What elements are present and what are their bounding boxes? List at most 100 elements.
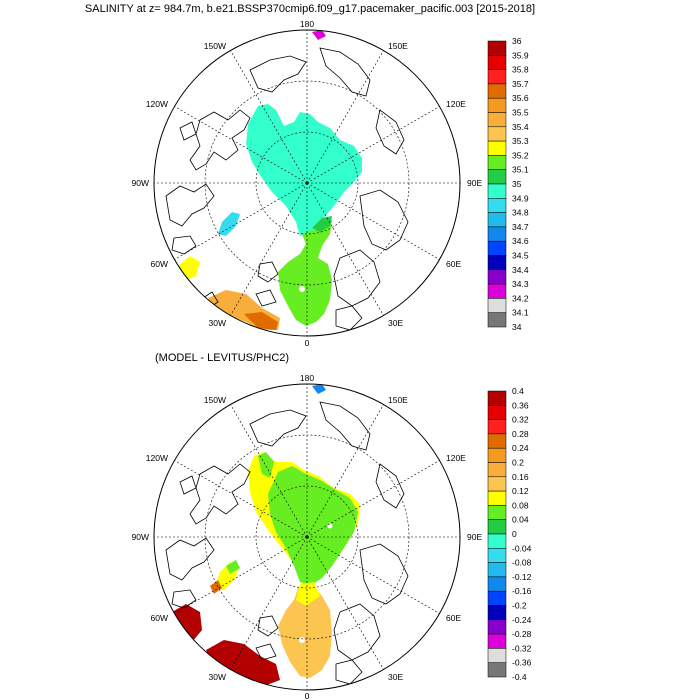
difference-colorbar-swatch bbox=[487, 462, 507, 478]
nordic-seas-salinity-region bbox=[278, 218, 332, 326]
difference-colorbar-tick-label: 0.04 bbox=[512, 515, 529, 525]
difference-colorbar-tick-label: 0.36 bbox=[512, 400, 529, 410]
arctic-difference-green-region bbox=[268, 466, 358, 586]
salinity-colorbar-swatch bbox=[487, 97, 507, 113]
lon-label-0: 0 bbox=[305, 691, 310, 700]
baffin-bay-green-region bbox=[226, 560, 240, 574]
graticule bbox=[154, 30, 460, 336]
salinity-colorbar-tick-label: 35.7 bbox=[512, 79, 529, 89]
bering-strait-region bbox=[312, 30, 326, 40]
difference-colorbar-swatch bbox=[487, 519, 507, 535]
difference-colorbar-tick-label: 0.08 bbox=[512, 500, 529, 510]
salinity-colorbar-tick-label: 34.6 bbox=[512, 236, 529, 246]
graticule bbox=[154, 384, 460, 690]
map-boundary bbox=[153, 29, 461, 337]
difference-colorbar-tick-label: 0.24 bbox=[512, 443, 529, 453]
north-atlantic-red-region bbox=[206, 640, 280, 686]
coastlines bbox=[165, 401, 409, 685]
difference-colorbar-swatch bbox=[487, 605, 507, 621]
salinity-colorbar-swatch bbox=[487, 226, 507, 242]
nordic-seas-difference-region bbox=[278, 584, 332, 678]
salinity-colorbar-swatch bbox=[487, 255, 507, 271]
page-title: SALINITY at z= 984.7m, b.e21.BSSP370cmip… bbox=[84, 3, 536, 15]
salinity-colorbar-tick-label: 35.6 bbox=[512, 93, 529, 103]
difference-colorbar-tick-label: -0.36 bbox=[512, 658, 532, 668]
lon-label-120w: 120W bbox=[146, 99, 168, 109]
difference-colorbar-tick-label: -0.28 bbox=[512, 629, 532, 639]
lon-label-120e: 120E bbox=[446, 99, 466, 109]
difference-colorbar-tick-label: -0.08 bbox=[512, 558, 532, 568]
salinity-colorbar-swatch bbox=[487, 240, 507, 256]
difference-colorbar-swatch bbox=[487, 433, 507, 449]
difference-colorbar-tick-label: -0.16 bbox=[512, 586, 532, 596]
difference-colorbar-swatch bbox=[487, 419, 507, 435]
difference-colorbar-tick-label: 0.16 bbox=[512, 472, 529, 482]
difference-colorbar-swatch bbox=[487, 405, 507, 420]
difference-colorbar-swatch bbox=[487, 562, 507, 578]
salinity-colorbar-swatch bbox=[487, 55, 507, 70]
lon-label-60w: 60W bbox=[151, 613, 168, 623]
difference-colorbar-tick-label: 0.2 bbox=[512, 458, 524, 468]
salinity-colorbar-tick-label: 34.4 bbox=[512, 265, 529, 275]
difference-colorbar-swatch bbox=[487, 590, 507, 606]
salinity-colorbar-swatch bbox=[487, 298, 507, 313]
lon-label-90w: 90W bbox=[132, 178, 149, 188]
longitude-labels: 180 150E 120E 90E 60E 30E 0 30W 60W 90W … bbox=[132, 373, 483, 700]
difference-plot-title: (MODEL - LEVITUS/PHC2) bbox=[155, 352, 290, 364]
salinity-map: 180 150E 120E 90E 60E 30E 0 30W 60W 90W … bbox=[132, 19, 483, 348]
difference-colorbar-tick-label: 0.4 bbox=[512, 386, 524, 396]
island-hole bbox=[327, 523, 333, 529]
salinity-colorbar-swatch bbox=[487, 312, 507, 328]
lon-label-60e: 60E bbox=[446, 259, 461, 269]
salinity-colorbar-tick-label: 34.8 bbox=[512, 208, 529, 218]
difference-colorbar-tick-label: -0.32 bbox=[512, 643, 532, 653]
salinity-colorbar-swatch bbox=[487, 283, 507, 299]
lon-label-90e: 90E bbox=[467, 532, 482, 542]
difference-colorbar-tick-label: -0.04 bbox=[512, 543, 532, 553]
north-atlantic-high-salinity-region bbox=[244, 312, 278, 330]
salinity-colorbar-tick-label: 34.2 bbox=[512, 293, 529, 303]
salinity-colorbar-swatch bbox=[487, 140, 507, 156]
lon-label-30w: 30W bbox=[209, 672, 226, 682]
lon-label-120e: 120E bbox=[446, 453, 466, 463]
salinity-colorbar-tick-label: 34.5 bbox=[512, 251, 529, 261]
map-boundary bbox=[153, 383, 461, 691]
lon-label-90w: 90W bbox=[132, 532, 149, 542]
difference-colorbar-tick-label: -0.2 bbox=[512, 601, 527, 611]
salinity-colorbar-swatch bbox=[487, 269, 507, 285]
difference-colorbar-tick-label: 0.12 bbox=[512, 486, 529, 496]
barents-sea-contour-region bbox=[312, 216, 332, 232]
lon-label-30w: 30W bbox=[209, 318, 226, 328]
difference-colorbar: 0.4 0.36 0.32 0.28 0.24 0.2 0.16 0.12 0.08 0.04 0 -… bbox=[487, 386, 532, 682]
labrador-sea-red-region bbox=[172, 604, 202, 642]
lon-label-30e: 30E bbox=[388, 318, 403, 328]
salinity-colorbar-tick-label: 34.9 bbox=[512, 193, 529, 203]
salinity-difference-map: 180 150E 120E 90E 60E 30E 0 30W 60W 90W … bbox=[132, 373, 483, 700]
salinity-colorbar-tick-label: 35.5 bbox=[512, 108, 529, 118]
lon-label-150e: 150E bbox=[388, 41, 408, 51]
salinity-colorbar-tick-label: 34.7 bbox=[512, 222, 529, 232]
difference-colorbar-tick-label: 0.28 bbox=[512, 429, 529, 439]
difference-colorbar-swatch bbox=[487, 548, 507, 563]
lon-label-150w: 150W bbox=[204, 395, 226, 405]
salinity-colorbar-tick-label: 34.3 bbox=[512, 279, 529, 289]
salinity-colorbar-tick-label: 34.1 bbox=[512, 308, 529, 318]
salinity-colorbar-swatch bbox=[487, 126, 507, 142]
difference-colorbar-tick-label: -0.12 bbox=[512, 572, 532, 582]
bering-strait-region bbox=[312, 384, 326, 394]
salinity-colorbar-swatch bbox=[487, 83, 507, 99]
difference-colorbar-swatch bbox=[487, 576, 507, 592]
lon-label-90e: 90E bbox=[467, 178, 482, 188]
difference-colorbar-tick-label: -0.4 bbox=[512, 672, 527, 682]
salinity-colorbar-tick-label: 35.3 bbox=[512, 136, 529, 146]
difference-colorbar-swatch bbox=[487, 476, 507, 492]
canadian-basin-green-region bbox=[258, 452, 274, 478]
island-hole bbox=[299, 637, 305, 643]
salinity-colorbar-tick-label: 36 bbox=[512, 36, 522, 46]
salinity-colorbar-tick-label: 35.9 bbox=[512, 50, 529, 60]
salinity-colorbar-swatch bbox=[487, 155, 507, 170]
lon-label-60w: 60W bbox=[151, 259, 168, 269]
difference-colorbar-swatch bbox=[487, 490, 507, 506]
difference-colorbar-tick-label: 0 bbox=[512, 529, 517, 539]
